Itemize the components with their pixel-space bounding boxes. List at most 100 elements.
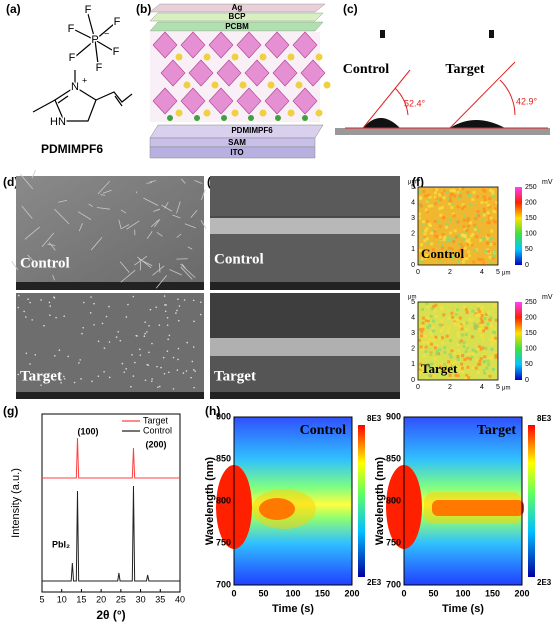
- axis-label: 2θ (°): [96, 608, 125, 622]
- map-pixel: [462, 225, 466, 229]
- map-pixel: [484, 200, 488, 204]
- map-pixel: [479, 357, 483, 361]
- map-pixel: [486, 203, 490, 207]
- grain-boundary: [78, 223, 83, 232]
- map-pixel: [469, 352, 473, 356]
- map-pixel: [477, 328, 481, 332]
- map-pixel: [485, 235, 489, 239]
- map-pixel: [432, 229, 436, 233]
- map-pixel: [423, 326, 427, 330]
- map-pixel: [478, 238, 482, 242]
- map-frame: [417, 301, 499, 381]
- map-pixel: [441, 341, 445, 345]
- map-pixel: [427, 364, 431, 368]
- map-pixel: [421, 316, 425, 320]
- map-pixel: [489, 243, 493, 247]
- map-pixel: [486, 237, 490, 241]
- xrd-chart: 5 10 15 20 25 30 35 40: [39, 413, 185, 604]
- map-pixel: [447, 316, 451, 320]
- map-pixel: [443, 235, 447, 239]
- y-tick-label: 850: [386, 453, 401, 463]
- grain: [17, 294, 20, 297]
- map-pixel: [472, 352, 476, 356]
- map-pixel: [428, 365, 432, 369]
- unit-label: μm: [408, 295, 416, 301]
- grain-boundary: [153, 208, 161, 212]
- map-pixel: [426, 319, 430, 323]
- map-pixel: [486, 359, 490, 363]
- y-tick-label: 4: [411, 314, 415, 321]
- octahedron: [208, 31, 234, 59]
- map-pixel: [445, 368, 449, 372]
- map-pixel: [460, 366, 464, 370]
- grain: [158, 385, 161, 388]
- grain-boundary: [41, 232, 55, 248]
- map-pixel: [423, 232, 427, 236]
- map-pixel: [441, 216, 445, 220]
- map-pixel: [470, 355, 474, 359]
- colorbar-tick-label: 0: [525, 262, 529, 269]
- grain: [177, 358, 179, 361]
- map-pixel: [483, 198, 487, 202]
- map-pixel: [450, 192, 454, 196]
- cation: [315, 53, 323, 61]
- map-pixel: [468, 193, 472, 197]
- map-pixel: [471, 232, 475, 236]
- grain-boundary: [150, 180, 157, 183]
- map-pixel: [465, 256, 469, 260]
- map-pixel: [480, 200, 484, 204]
- map-pixel: [462, 237, 466, 241]
- map-pixel: [474, 325, 478, 329]
- x-tick-label: 200: [344, 588, 359, 598]
- map-pixel: [457, 366, 461, 370]
- grain: [178, 305, 181, 307]
- x-tick-label: 5: [496, 384, 500, 391]
- grain: [177, 298, 179, 301]
- map-pixel: [439, 329, 443, 333]
- map-pixel: [425, 227, 429, 231]
- map-pixel: [492, 242, 496, 246]
- map-pixel: [436, 240, 440, 244]
- x-tick-label: 0: [416, 269, 420, 276]
- map-pixel: [477, 304, 481, 308]
- grain-boundary: [169, 269, 182, 276]
- map-pixel: [424, 208, 428, 212]
- map-pixel: [471, 309, 475, 313]
- map-pixel: [430, 231, 434, 235]
- layer-label: PCBM: [225, 22, 249, 31]
- grain: [49, 314, 51, 316]
- unit-label: μm: [408, 180, 416, 186]
- x-tick-label: 4: [480, 384, 484, 391]
- map-pixel: [475, 313, 479, 317]
- map-pixel: [494, 336, 498, 340]
- map-pixel: [476, 195, 480, 199]
- grain-boundary: [118, 219, 122, 229]
- map-pixel: [445, 190, 449, 194]
- y-tick-label: 2: [411, 346, 415, 353]
- peak-label: (200): [145, 439, 166, 449]
- grain: [123, 371, 126, 373]
- map-pixel: [459, 245, 463, 249]
- map-pixel: [425, 237, 429, 241]
- map-pixel: [469, 318, 473, 322]
- grain: [48, 301, 51, 304]
- colorbar-label: 2E3: [537, 578, 552, 587]
- grain: [27, 298, 29, 301]
- map-pixel: [456, 334, 460, 338]
- grain: [121, 362, 124, 365]
- map-pixel: [436, 220, 440, 224]
- map-pixel: [456, 331, 460, 335]
- y-tick-label: 1: [411, 246, 415, 253]
- grain: [90, 296, 92, 298]
- map-pixel: [446, 197, 450, 201]
- map-pixel: [440, 206, 444, 210]
- grain: [67, 355, 69, 358]
- map-pixel: [463, 227, 467, 231]
- x-tick-label: 10: [57, 594, 67, 604]
- xrd-trace: [42, 485, 180, 582]
- map-pixel: [441, 363, 445, 367]
- map-pixel: [490, 347, 494, 351]
- map-pixel: [465, 311, 469, 315]
- cation: [287, 53, 295, 61]
- map-pixel: [439, 198, 443, 202]
